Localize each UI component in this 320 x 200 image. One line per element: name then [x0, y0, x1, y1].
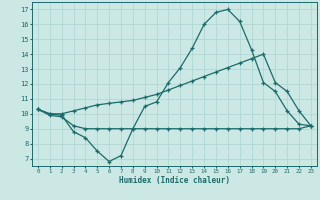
- X-axis label: Humidex (Indice chaleur): Humidex (Indice chaleur): [119, 176, 230, 185]
